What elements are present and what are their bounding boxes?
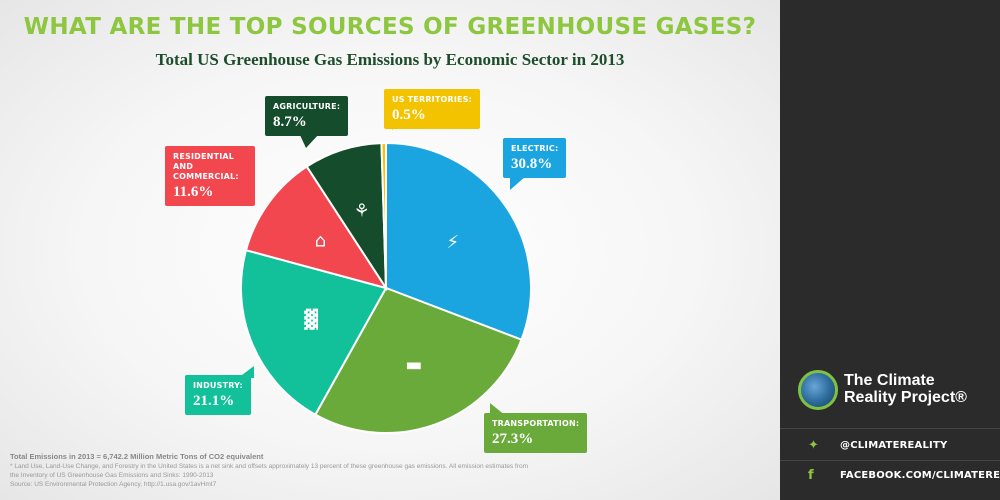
brand-logo[interactable]: The Climate Reality Project® — [798, 370, 988, 418]
lightning-icon: ⚡ — [447, 232, 460, 253]
callout-electric-label: ELECTRIC: — [511, 144, 559, 153]
facebook-icon: f — [808, 468, 814, 483]
callout-agriculture-label: AGRICULTURE: — [273, 102, 341, 111]
callout-electric-value: 30.8% — [511, 156, 553, 172]
callout-tail-0 — [300, 135, 318, 148]
page-title: WHAT ARE THE TOP SOURCES OF GREENHOUSE G… — [23, 14, 757, 40]
twitter-handle: @CLIMATEREALITY — [840, 440, 948, 451]
source-text: Source: US Environmental Protection Agen… — [10, 481, 217, 488]
callout-agriculture: AGRICULTURE: 8.7% — [265, 96, 349, 136]
callout-agriculture-value: 8.7% — [273, 114, 307, 130]
pie-slice-electric — [385, 141, 532, 341]
house-icon: ⌂ — [315, 230, 326, 251]
brand-name: The Climate Reality Project® — [844, 372, 967, 406]
sidebar-divider — [780, 460, 1000, 461]
callout-us-territories-value: 0.5% — [392, 107, 426, 123]
callout-residential-commercial: RESIDENTIAL AND COMMERCIAL: 11.6% — [165, 146, 255, 206]
registered-mark: ® — [955, 389, 967, 406]
pie-chart: ⚡ ▬ ▓ ⌂ ⚘ — [232, 118, 532, 434]
wheat-icon: ⚘ — [354, 201, 370, 222]
callout-residential-commercial-label: RESIDENTIAL AND COMMERCIAL: — [173, 152, 239, 181]
facebook-link[interactable]: f FACEBOOK.COM/CLIMATEREALITY — [800, 467, 1000, 487]
callout-industry-value: 21.1% — [193, 393, 235, 409]
brand-name-line2: Reality Project — [844, 389, 956, 406]
sidebar-divider — [780, 428, 1000, 429]
sidebar: The Climate Reality Project® ✦ @CLIMATER… — [780, 0, 1000, 500]
twitter-icon: ✦ — [808, 438, 819, 453]
factory-icon: ▓ — [304, 309, 318, 331]
globe-icon — [798, 370, 838, 410]
callout-electric: ELECTRIC: 30.8% — [503, 138, 567, 178]
twitter-link[interactable]: ✦ @CLIMATEREALITY — [800, 437, 995, 457]
footnote-text: * Land Use, Land-Use Change, and Forestr… — [10, 463, 528, 479]
facebook-url: FACEBOOK.COM/CLIMATEREALITY — [840, 470, 1000, 481]
infographic-main: WHAT ARE THE TOP SOURCES OF GREENHOUSE G… — [0, 0, 780, 500]
callout-transportation: TRANSPORTATION: 27.3% — [484, 413, 588, 453]
callout-residential-commercial-value: 11.6% — [173, 184, 214, 200]
brand-name-line1: The Climate — [844, 372, 935, 389]
callout-transportation-label: TRANSPORTATION: — [492, 419, 580, 428]
callout-us-territories-label: US TERRITORIES: — [392, 95, 473, 104]
total-emissions-note: Total Emissions in 2013 = 6,742.2 Millio… — [10, 452, 264, 461]
callout-tail-2 — [510, 176, 526, 190]
car-icon: ▬ — [405, 354, 422, 375]
callout-transportation-value: 27.3% — [492, 431, 534, 447]
chart-subtitle: Total US Greenhouse Gas Emissions by Eco… — [155, 50, 625, 69]
pie-slice-residential-and-commercial — [244, 165, 389, 290]
callout-us-territories: US TERRITORIES: 0.5% — [384, 89, 481, 129]
pie-slice-us-territories — [380, 141, 387, 289]
callout-industry: INDUSTRY: 21.1% — [185, 375, 251, 415]
callout-industry-label: INDUSTRY: — [193, 381, 243, 390]
footnotes: Total Emissions in 2013 = 6,742.2 Millio… — [10, 452, 530, 490]
pie-slice-industry — [240, 248, 388, 416]
callout-tail-5 — [490, 403, 506, 416]
